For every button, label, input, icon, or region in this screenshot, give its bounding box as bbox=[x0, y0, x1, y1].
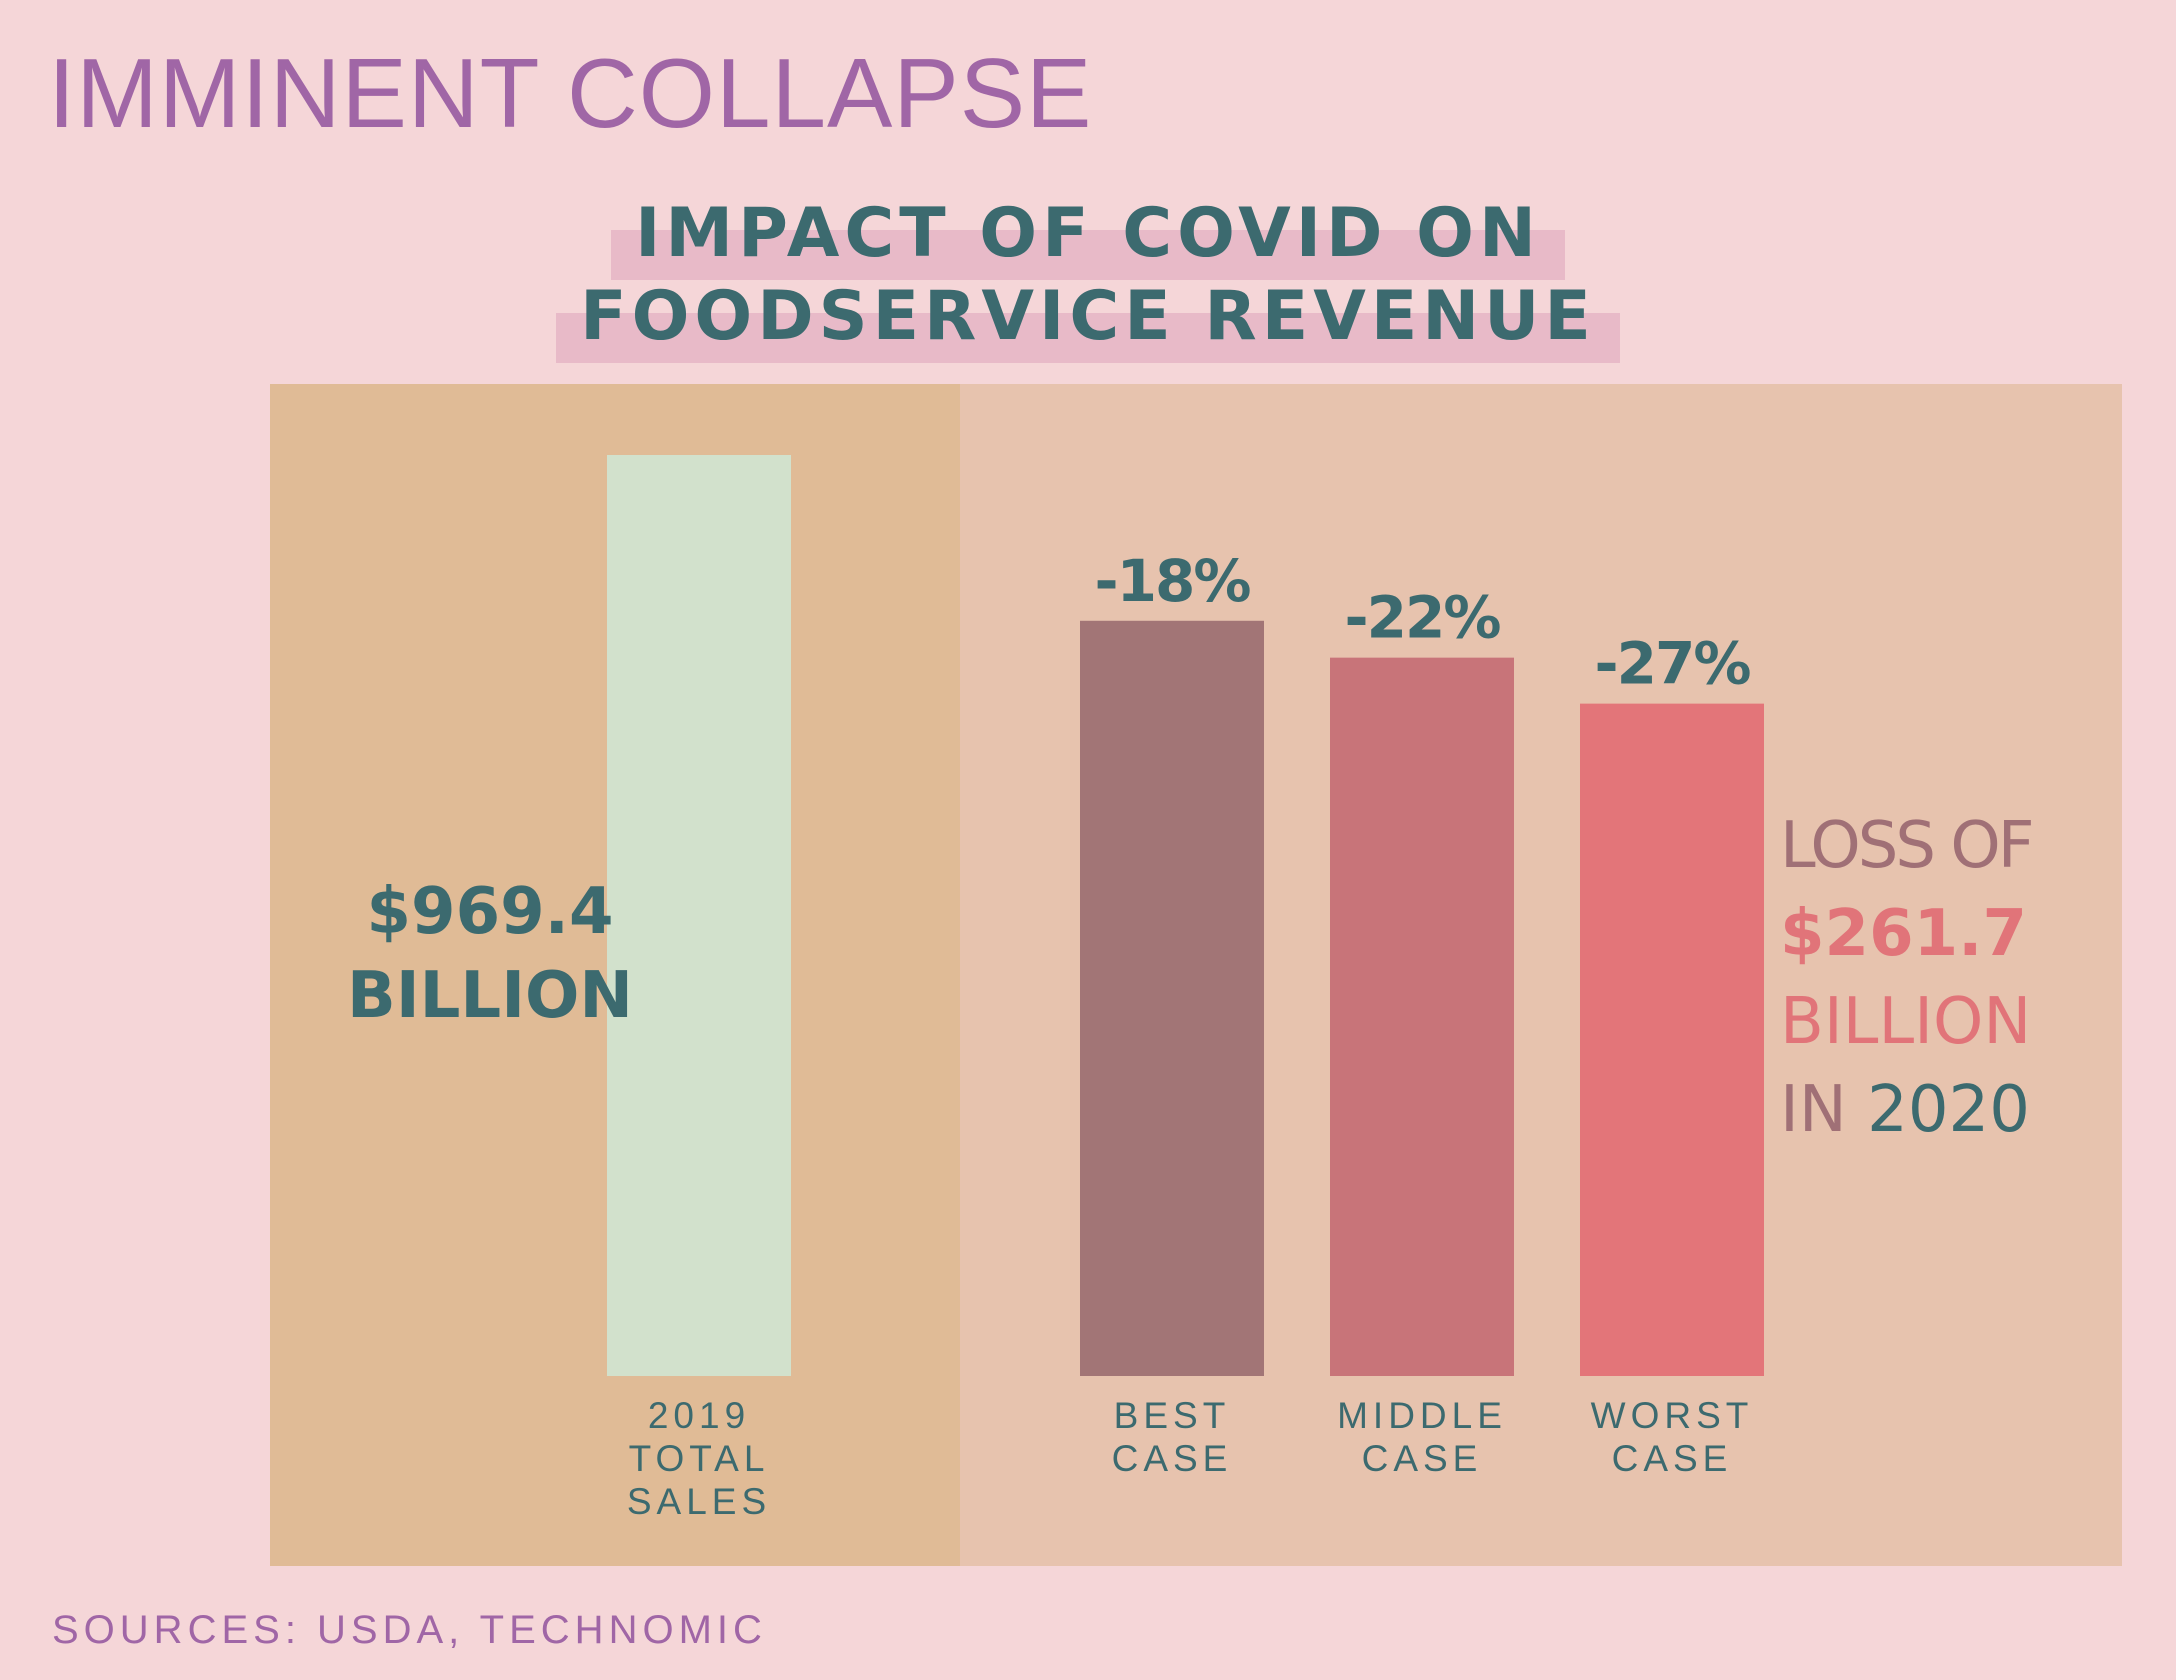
bar-1 bbox=[1080, 620, 1264, 1376]
bar-3 bbox=[1580, 703, 1764, 1376]
data-label-1: -18% bbox=[1095, 547, 1251, 615]
category-label-3-line-1: CASE bbox=[1612, 1438, 1733, 1479]
category-label-2-line-1: CASE bbox=[1362, 1438, 1483, 1479]
loss-callout-unit: BILLION bbox=[1780, 985, 2032, 1059]
bar-2 bbox=[1330, 657, 1514, 1376]
subtitle-line-2-text: FOODSERVICE REVENUE bbox=[580, 277, 1596, 356]
bar-0 bbox=[607, 455, 791, 1376]
bar-chart: 2019TOTALSALES-18%BESTCASE-22%MIDDLECASE… bbox=[607, 455, 1764, 1522]
category-label-1-line-0: BEST bbox=[1114, 1395, 1231, 1436]
subtitle-line-2: FOODSERVICE REVENUE bbox=[0, 283, 2176, 363]
loss-callout-amount: $261.7 bbox=[1780, 897, 2027, 971]
loss-callout-year-line: IN 2020 bbox=[1780, 1066, 2090, 1154]
data-label-3: -27% bbox=[1595, 630, 1751, 698]
loss-callout-label: LOSS OF bbox=[1780, 809, 2035, 883]
subtitle-line-1: IMPACT OF COVID ON bbox=[0, 200, 2176, 280]
category-label-0-line-0: 2019 bbox=[648, 1395, 750, 1436]
loss-callout-in: IN bbox=[1780, 1073, 1847, 1147]
category-label-0-line-1: TOTAL bbox=[629, 1438, 770, 1479]
chart-panel: 2019 TOTAL SALES -18% BEST CASE -22% MIDDLE CASE… bbox=[270, 384, 2122, 1566]
sources-note: SOURCES: USDA, TECHNOMIC bbox=[52, 1608, 767, 1652]
category-label-1-line-1: CASE bbox=[1112, 1438, 1233, 1479]
baseline-value-amount: $969.4 bbox=[366, 875, 614, 949]
baseline-value: $969.4 BILLION bbox=[300, 870, 680, 1038]
subtitle-line-1-text: IMPACT OF COVID ON bbox=[635, 194, 1541, 273]
loss-callout-year: 2020 bbox=[1867, 1073, 2030, 1147]
category-label-2-line-0: MIDDLE bbox=[1337, 1395, 1507, 1436]
loss-callout: LOSS OF $261.7 BILLION IN 2020 bbox=[1780, 802, 2090, 1154]
category-label-0-line-2: SALES bbox=[627, 1481, 771, 1522]
headline: IMMINENT COLLAPSE bbox=[48, 38, 1093, 148]
baseline-value-unit: BILLION bbox=[347, 959, 633, 1033]
category-label-3-line-0: WORST bbox=[1591, 1395, 1754, 1436]
data-label-2: -22% bbox=[1345, 584, 1501, 652]
